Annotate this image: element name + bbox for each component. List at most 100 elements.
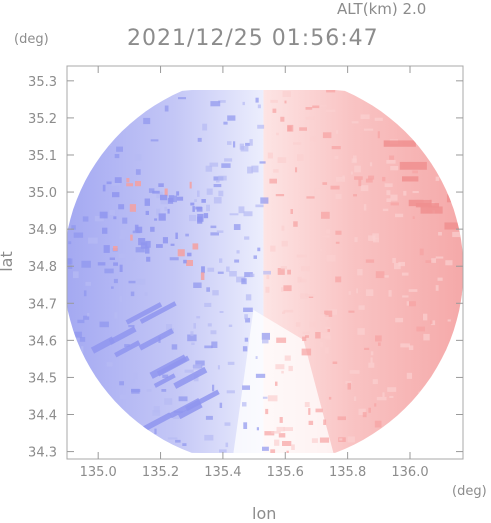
echo-cell [293,221,298,227]
echo-cell [349,370,360,374]
echo-cell [249,139,253,146]
echo-cell [206,204,210,212]
echo-cell [114,312,118,319]
echo-cell [229,213,239,216]
echo-cell [365,289,374,296]
echo-cell [153,406,160,413]
echo-cell [233,141,236,148]
echo-cell [276,426,285,432]
echo-streak [177,402,203,420]
echo-cell [280,116,285,122]
echo-fragment [176,191,180,196]
altitude-label: ALT(km) 2.0 [337,0,427,18]
echo-cell [244,337,249,342]
echo-cell [210,225,217,229]
echo-cell [111,182,121,186]
echo-fragment [162,237,168,244]
echo-cell [275,381,278,386]
echo-cell [185,233,189,237]
echo-cell [283,309,294,313]
echo-cell [395,213,404,218]
echo-cell [309,321,318,328]
echo-cell [219,258,223,263]
echo-cell [242,385,250,390]
echo-cell [210,330,217,335]
echo-cell [347,382,351,390]
echo-cell [255,373,266,378]
echo-cell [310,136,316,142]
echo-cell [217,271,224,274]
echo-streak [139,301,177,324]
echo-cell [247,166,253,174]
echo-cell [202,123,208,131]
echo-cell [357,269,363,276]
echo-cell [321,211,330,219]
x-tick-label: 135.2 [142,465,179,480]
echo-cell [184,369,194,373]
echo-cell [87,313,90,317]
echo-cell [79,337,86,342]
echo-fragment [189,181,192,189]
x-tick-label: 135.8 [329,465,366,480]
echo-cell [182,443,187,446]
echo-fragment [102,184,106,192]
echo-cell [318,314,326,318]
echo-cell [401,272,409,276]
echo-fragment [136,226,143,233]
echo-cell [325,109,336,113]
echo-cell [358,179,362,187]
echo-fragment [106,181,112,185]
echo-cell [452,231,461,238]
echo-fragment [156,244,163,248]
echo-cell [277,268,285,275]
echo-cell [204,434,214,441]
echo-cell [360,185,369,192]
echo-cell [88,237,98,244]
echo-cell [156,191,163,199]
echo-cell [319,437,330,443]
echo-fragment [197,216,203,224]
echo-cell [74,331,82,338]
echo-cell [175,439,181,443]
echo-cell [398,261,405,267]
echo-cell [389,155,395,160]
echo-cell [152,410,161,416]
echo-cell [373,238,379,243]
echo-cell [388,290,392,297]
echo-cell [265,408,269,415]
echo-fragment [190,202,195,206]
echo-fragment [130,234,133,241]
echo-cell [336,130,339,134]
y-tick-label: 35.1 [28,149,57,164]
echo-cell [233,224,241,230]
echo-cell [227,361,235,365]
echo-streak [114,340,141,358]
echo-cell [378,342,381,346]
echo-streak [399,161,427,170]
echo-cell [306,196,315,199]
echo-cell [193,323,196,329]
x-tick-label: 135.6 [267,465,304,480]
echo-cell [348,291,351,295]
echo-cell [99,321,109,328]
echo-cell [204,345,213,349]
echo-cell [150,139,159,142]
echo-cell [296,254,307,258]
echo-streak [413,119,447,127]
echo-cell [193,364,202,370]
echo-cell [119,394,129,399]
echo-cell [124,344,130,347]
echo-cell [308,420,314,425]
echo-cell [287,269,291,275]
echo-cell [267,395,278,402]
echo-cell [164,105,169,112]
echo-cell [357,328,365,335]
echo-cell [195,360,205,366]
echo-cell [85,281,91,286]
echo-cell [134,154,142,161]
echo-cell [328,396,332,400]
echo-fragment [154,218,158,221]
echo-cell [274,439,280,446]
y-tick-label: 34.5 [28,371,57,386]
echo-cell [308,408,311,415]
